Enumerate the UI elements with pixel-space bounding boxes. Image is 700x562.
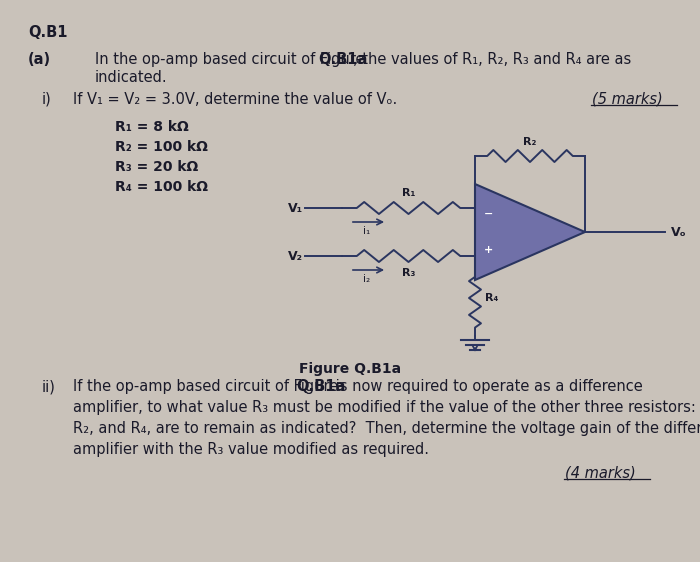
Text: ii): ii) <box>42 379 56 394</box>
Text: R₂ = 100 kΩ: R₂ = 100 kΩ <box>115 140 208 154</box>
Text: +: + <box>484 245 494 255</box>
Text: −: − <box>484 209 494 219</box>
Text: i): i) <box>42 92 52 107</box>
Text: R₁ = 8 kΩ: R₁ = 8 kΩ <box>115 120 189 134</box>
Text: (a): (a) <box>28 52 51 67</box>
Text: (4 marks): (4 marks) <box>565 466 636 481</box>
Text: i₂: i₂ <box>363 274 370 284</box>
Text: V₁: V₁ <box>288 202 303 215</box>
Polygon shape <box>475 184 585 280</box>
Text: If the op-amp based circuit of Figure: If the op-amp based circuit of Figure <box>73 379 343 394</box>
Text: indicated.: indicated. <box>95 70 167 85</box>
Text: R₂, and R₄, are to remain as indicated?  Then, determine the voltage gain of the: R₂, and R₄, are to remain as indicated? … <box>73 421 700 436</box>
Text: (5 marks): (5 marks) <box>592 92 663 107</box>
Text: Q.B1a: Q.B1a <box>318 52 368 67</box>
Text: Q.B1: Q.B1 <box>28 25 67 40</box>
Text: Q.B1a: Q.B1a <box>296 379 346 394</box>
Text: In the op-amp based circuit of Figure: In the op-amp based circuit of Figure <box>95 52 369 67</box>
Text: Figure Q.B1a: Figure Q.B1a <box>299 362 401 376</box>
Text: If V₁ = V₂ = 3.0V, determine the value of Vₒ.: If V₁ = V₂ = 3.0V, determine the value o… <box>73 92 398 107</box>
Text: amplifier, to what value R₃ must be modified if the value of the other three res: amplifier, to what value R₃ must be modi… <box>73 400 700 415</box>
Text: R₂: R₂ <box>524 137 537 147</box>
Text: is now required to operate as a difference: is now required to operate as a differen… <box>331 379 643 394</box>
Text: R₄ = 100 kΩ: R₄ = 100 kΩ <box>115 180 208 194</box>
Text: , the values of R₁, R₂, R₃ and R₄ are as: , the values of R₁, R₂, R₃ and R₄ are as <box>354 52 631 67</box>
Text: R₄: R₄ <box>485 293 498 303</box>
Text: R₃ = 20 kΩ: R₃ = 20 kΩ <box>115 160 198 174</box>
Text: Vₒ: Vₒ <box>671 225 687 238</box>
Text: amplifier with the R₃ value modified as required.: amplifier with the R₃ value modified as … <box>73 442 429 457</box>
Text: i₁: i₁ <box>363 226 370 236</box>
Text: V₂: V₂ <box>288 250 303 262</box>
Text: R₃: R₃ <box>402 268 415 278</box>
Text: R₁: R₁ <box>402 188 415 198</box>
